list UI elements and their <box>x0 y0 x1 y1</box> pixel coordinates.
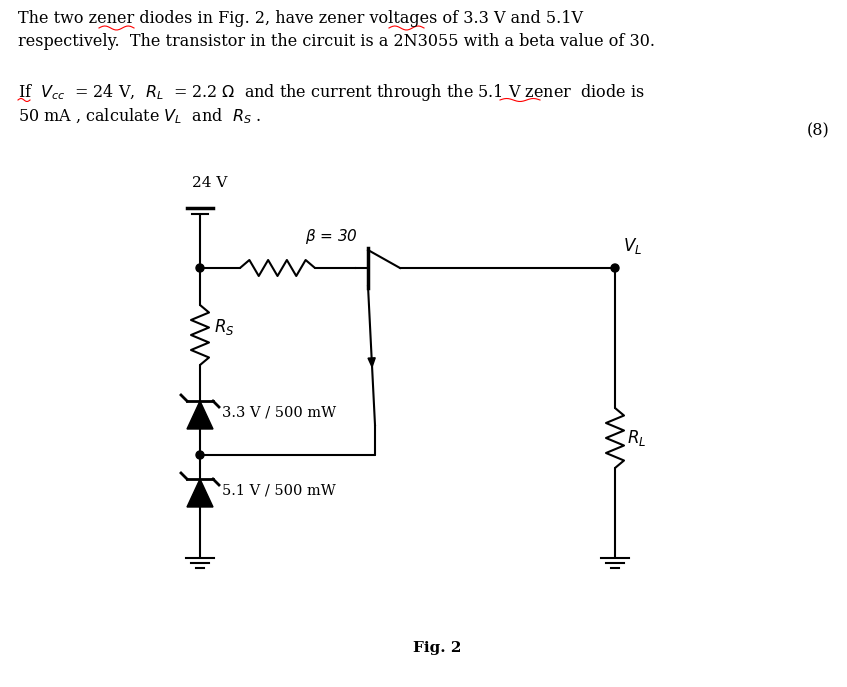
Text: The two zener diodes in Fig. 2, have zener voltages of 3.3 V and 5.1V: The two zener diodes in Fig. 2, have zen… <box>18 10 583 27</box>
Text: $\beta$ = 30: $\beta$ = 30 <box>305 227 358 246</box>
Text: respectively.  The transistor in the circuit is a 2N3055 with a beta value of 30: respectively. The transistor in the circ… <box>18 33 655 50</box>
Polygon shape <box>368 358 375 367</box>
Text: 5.1 V / 500 mW: 5.1 V / 500 mW <box>222 484 335 498</box>
Text: 50 mA , calculate $V_L$  and  $R_S$ .: 50 mA , calculate $V_L$ and $R_S$ . <box>18 107 262 126</box>
Text: 3.3 V / 500 mW: 3.3 V / 500 mW <box>222 406 336 420</box>
Polygon shape <box>187 479 213 507</box>
Text: Fig. 2: Fig. 2 <box>413 641 462 655</box>
Circle shape <box>611 264 619 272</box>
Circle shape <box>196 451 204 459</box>
Text: $R_L$: $R_L$ <box>627 428 646 448</box>
Text: If  $V_{cc}$  = 24 V,  $R_L$  = 2.2 $\Omega$  and the current through the 5.1 V : If $V_{cc}$ = 24 V, $R_L$ = 2.2 $\Omega$… <box>18 82 645 103</box>
Polygon shape <box>187 401 213 429</box>
Text: $V_L$: $V_L$ <box>623 236 642 256</box>
Text: 24 V: 24 V <box>192 176 227 190</box>
Circle shape <box>196 264 204 272</box>
Text: (8): (8) <box>807 122 830 139</box>
Text: $R_S$: $R_S$ <box>214 317 235 337</box>
